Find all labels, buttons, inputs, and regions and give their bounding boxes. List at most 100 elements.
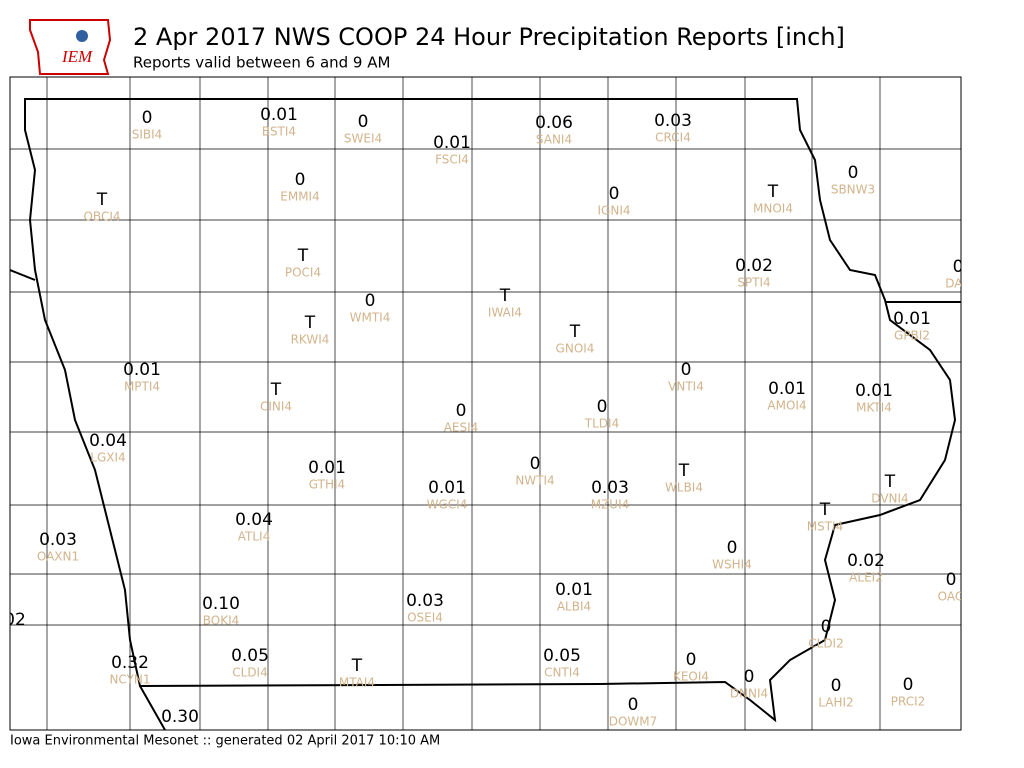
station-id: WSHI4 [712, 558, 752, 572]
station-id: IWAI4 [488, 306, 522, 320]
station-id: MPTI4 [124, 380, 160, 394]
station-value: 0.01 [555, 580, 593, 600]
station-id: NCYN1 [109, 673, 150, 687]
station-value: 0.01 [768, 379, 806, 399]
station-value: 0.05 [231, 646, 269, 666]
station-id: BOKI4 [203, 614, 240, 628]
station-value: 02 [4, 610, 26, 630]
footer: Iowa Environmental Mesonet :: generated … [10, 734, 440, 749]
map [10, 77, 961, 730]
station-value: 0.32 [111, 653, 149, 673]
title: 2 Apr 2017 NWS COOP 24 Hour Precipitatio… [133, 23, 845, 51]
station-id: GNOI4 [556, 342, 595, 356]
station-value: 0.02 [735, 256, 773, 276]
station-value: 0 [946, 570, 957, 590]
station-id: LGXI4 [90, 451, 125, 465]
station-value: 0.02 [847, 551, 885, 571]
station-value: 0.01 [855, 381, 893, 401]
station-value: 0.03 [654, 111, 692, 131]
county-lines [10, 77, 961, 730]
station-value: 0 [821, 617, 832, 637]
station-value: 0.01 [308, 458, 346, 478]
station-id: MSTI4 [807, 520, 843, 534]
station-value: T [351, 656, 363, 676]
station-value: 0.03 [591, 478, 629, 498]
station-id: ALBI4 [557, 600, 591, 614]
station-value: 0.04 [89, 431, 127, 451]
station-value: 0.01 [893, 309, 931, 329]
station-value: T [884, 472, 896, 492]
station-id: DVNI4 [871, 492, 908, 506]
station-id: CNTI4 [544, 666, 580, 680]
station-value: T [819, 500, 831, 520]
station-value: 0 [142, 108, 153, 128]
logo-text: IEM [61, 47, 93, 66]
station-id: LAHI2 [818, 696, 853, 710]
station-value: 0 [530, 454, 541, 474]
station-value: 0 [727, 538, 738, 558]
logo: IEM [29, 19, 112, 75]
station-value: 0.01 [433, 133, 471, 153]
station-value: 0 [831, 676, 842, 696]
station-id: VNTI4 [668, 380, 704, 394]
station-id: CINI4 [260, 400, 292, 414]
station-id: NWTI4 [515, 474, 554, 488]
station-id: CLDI4 [232, 666, 267, 680]
station-id: SWEI4 [344, 132, 382, 146]
station-value: 0 [848, 163, 859, 183]
station-id: POCI4 [285, 266, 321, 280]
station-id: WGCI4 [427, 498, 468, 512]
station-value: 0 [597, 397, 608, 417]
station-value: 0 [744, 667, 755, 687]
station-id: RKWI4 [291, 333, 330, 347]
station-id: OAO [938, 590, 965, 604]
station-id: PRCI2 [891, 695, 926, 709]
station-value: 0 [365, 291, 376, 311]
station-value: 0 [628, 695, 639, 715]
station-value: T [569, 322, 581, 342]
station-value: 0 [358, 112, 369, 132]
station-id: SPTI4 [737, 276, 770, 290]
station-id: OBCI4 [83, 210, 120, 224]
station-id: FSCI4 [435, 153, 469, 167]
station-id: DNNI4 [730, 687, 768, 701]
station-id: EMMI4 [280, 190, 319, 204]
station-value: 0.01 [428, 478, 466, 498]
station-id: IGNI4 [598, 204, 631, 218]
station-id: TLDI4 [584, 417, 619, 431]
station-id: SIBI4 [132, 128, 163, 142]
station-value: 0 [686, 650, 697, 670]
station-id: WLBI4 [665, 481, 703, 495]
state-border [24, 98, 957, 723]
station-value: T [304, 313, 316, 333]
station-id: AESI4 [444, 421, 479, 435]
station-id: MNOI4 [753, 202, 793, 216]
station-value: 0.03 [39, 530, 77, 550]
station-value: 0.10 [202, 594, 240, 614]
station-id: CLDI2 [808, 637, 843, 651]
station-id: GTHI4 [309, 478, 345, 492]
station-value: 0 [903, 675, 914, 695]
map-frame [9, 76, 962, 731]
station-value: T [767, 182, 779, 202]
station-value: T [96, 190, 108, 210]
station-id: MTAI4 [339, 676, 375, 690]
station-id: ALEI2 [849, 571, 883, 585]
station-value: 0.01 [123, 360, 161, 380]
station-value: T [270, 380, 282, 400]
station-value: 0 [456, 401, 467, 421]
station-id: SANI4 [536, 133, 572, 147]
station-id: KEOI4 [673, 670, 709, 684]
station-value: T [297, 246, 309, 266]
station-value: T [499, 286, 511, 306]
station-value: 0.30 [161, 707, 199, 727]
subtitle: Reports valid between 6 and 9 AM [133, 54, 390, 72]
station-value: 0.01 [260, 105, 298, 125]
station-id: DAR [945, 277, 971, 291]
station-id: MZUI4 [591, 498, 630, 512]
station-value: 0.04 [235, 510, 273, 530]
state-border [10, 269, 961, 730]
station-value: 0 [609, 184, 620, 204]
